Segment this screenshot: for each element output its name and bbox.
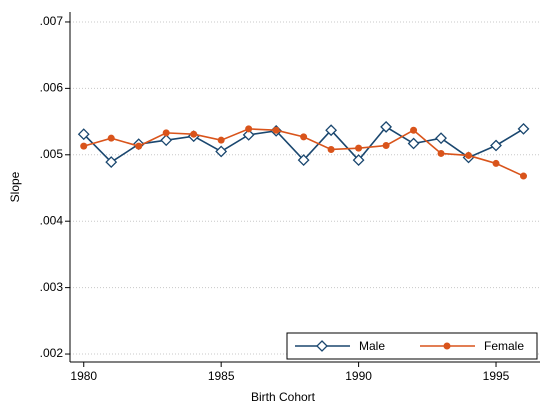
marker <box>107 134 115 142</box>
legend-marker <box>316 340 328 352</box>
y-tick-label: .003 <box>40 280 64 294</box>
marker <box>435 132 447 145</box>
legend-marker <box>443 342 451 350</box>
marker <box>380 120 393 133</box>
x-tick-label: 1995 <box>483 369 510 383</box>
y-tick-label: .006 <box>40 81 64 95</box>
marker <box>352 154 365 167</box>
marker <box>160 134 173 147</box>
y-tick-label: .005 <box>40 147 64 161</box>
marker <box>407 137 420 150</box>
x-axis-title: Birth Cohort <box>251 390 316 404</box>
x-tick-label: 1980 <box>70 369 97 383</box>
marker <box>517 122 530 135</box>
marker <box>520 172 528 180</box>
marker <box>355 144 363 152</box>
marker <box>105 156 118 169</box>
marker <box>80 142 88 150</box>
marker <box>242 128 255 141</box>
legend-label: Male <box>359 339 385 353</box>
marker <box>325 124 338 137</box>
marker <box>215 145 228 158</box>
marker <box>492 159 500 167</box>
marker <box>245 125 253 133</box>
marker <box>297 154 310 167</box>
x-tick-label: 1990 <box>345 369 372 383</box>
marker <box>327 145 335 153</box>
legend-label: Female <box>484 339 524 353</box>
y-tick-label: .002 <box>40 346 64 360</box>
marker <box>135 142 143 150</box>
y-tick-label: .007 <box>40 14 64 28</box>
marker <box>162 129 170 137</box>
marker <box>300 133 308 141</box>
marker <box>272 126 280 134</box>
marker <box>190 130 198 138</box>
marker <box>437 149 445 157</box>
x-tick-label: 1985 <box>208 369 235 383</box>
marker <box>217 136 225 144</box>
marker <box>77 128 90 141</box>
y-axis-title: Slope <box>8 171 22 202</box>
y-tick-label: .004 <box>40 213 64 227</box>
marker <box>382 141 390 149</box>
marker <box>410 126 418 134</box>
marker <box>490 139 502 152</box>
marker <box>465 151 473 159</box>
